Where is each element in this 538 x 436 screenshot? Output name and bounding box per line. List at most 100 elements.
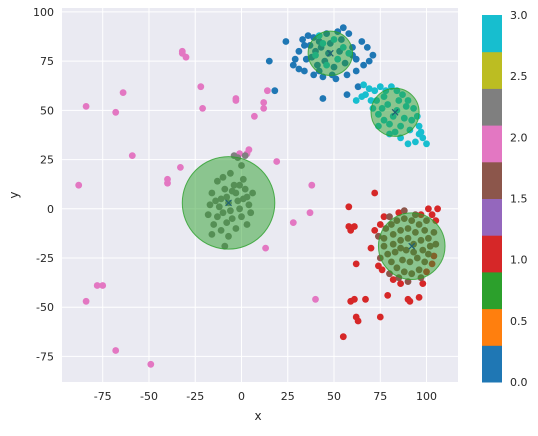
colorbar-segment: [482, 88, 502, 126]
data-point: [312, 295, 319, 303]
data-point: [404, 140, 412, 148]
data-point: [415, 294, 423, 301]
colorbar-segment: [482, 235, 502, 273]
data-point: [112, 108, 120, 116]
data-point: [301, 67, 308, 75]
data-point: [351, 223, 358, 230]
data-point: [265, 57, 273, 65]
data-point: [380, 213, 388, 221]
y-tick-label: 50: [40, 104, 54, 117]
data-point: [302, 55, 310, 63]
data-point: [93, 282, 101, 289]
data-point: [177, 164, 184, 171]
x-tick-labels: -75 -50 -25 0 25 50 75 100: [94, 390, 437, 403]
y-tick-label: 25: [40, 154, 54, 167]
data-point: [273, 158, 281, 165]
colorbar-segment: [482, 271, 502, 310]
data-point: [82, 103, 90, 110]
data-point: [119, 89, 127, 96]
data-point: [260, 105, 268, 112]
colorbar-tick-label: 2.0: [510, 131, 528, 144]
data-point: [164, 179, 171, 187]
data-point: [352, 55, 360, 63]
data-point: [232, 97, 240, 104]
data-point: [352, 97, 360, 104]
data-point: [343, 91, 351, 98]
data-point: [339, 24, 347, 32]
data-point: [199, 105, 207, 112]
data-point: [291, 55, 299, 63]
data-point: [99, 282, 107, 289]
x-tick-label: -50: [140, 390, 158, 403]
y-tick-label: 75: [40, 55, 54, 68]
data-point: [262, 244, 269, 252]
data-point: [389, 276, 397, 283]
data-point: [301, 42, 308, 49]
data-point: [289, 219, 297, 227]
y-tick-labels: -75 -50 -25 0 25 50 75 100: [33, 6, 54, 363]
x-tick-label: 25: [281, 390, 295, 403]
data-point: [289, 61, 297, 69]
data-point: [345, 203, 353, 211]
data-point: [295, 65, 303, 73]
x-tick-label: 0: [238, 390, 245, 403]
y-tick-label: 100: [33, 6, 54, 19]
data-point: [299, 36, 306, 43]
colorbar-tick-label: 2.5: [510, 70, 528, 83]
data-point: [75, 181, 83, 189]
y-tick-label: -50: [36, 301, 54, 314]
data-point: [400, 207, 408, 215]
colorbar-segment: [482, 51, 502, 89]
colorbar-tick-label: 0.0: [510, 376, 528, 389]
data-point: [358, 38, 366, 45]
colorbar-segment: [482, 161, 502, 199]
data-point: [128, 152, 136, 160]
data-point: [434, 205, 441, 213]
data-point: [371, 87, 379, 95]
data-point: [264, 87, 271, 95]
data-point: [365, 85, 373, 93]
x-tick-label: -75: [94, 390, 112, 403]
data-point: [419, 134, 427, 142]
colorbar-segment: [482, 198, 502, 236]
data-point: [362, 91, 369, 98]
y-tick-label: -75: [36, 350, 54, 363]
colorbar-tick-labels: 0.0 0.5 1.0 1.5 2.0 2.5 3.0: [510, 9, 528, 389]
data-point: [371, 189, 379, 197]
data-point: [310, 71, 318, 79]
colorbar-tick-label: 0.5: [510, 315, 528, 328]
x-tick-label: 50: [327, 390, 341, 403]
y-tick-label: 0: [47, 203, 54, 216]
data-point: [376, 221, 384, 228]
data-point: [271, 87, 279, 95]
data-point: [82, 297, 90, 305]
data-point: [260, 99, 268, 106]
data-point: [308, 181, 316, 189]
data-point: [182, 53, 190, 61]
data-point: [419, 280, 427, 287]
data-point: [371, 227, 379, 234]
data-point: [251, 112, 258, 120]
cluster-center-marker: [225, 199, 232, 207]
data-point: [423, 140, 430, 148]
data-point: [415, 122, 423, 130]
data-point: [367, 244, 375, 252]
data-point: [360, 81, 367, 89]
colorbar: [482, 15, 502, 383]
data-point: [369, 51, 377, 59]
cluster-center-marker: [326, 49, 334, 57]
data-point: [354, 317, 362, 325]
data-point: [354, 83, 362, 91]
data-point: [428, 211, 436, 219]
data-point: [197, 83, 205, 91]
data-point: [397, 280, 404, 287]
colorbar-tick-label: 1.0: [510, 254, 528, 267]
data-point: [306, 209, 314, 217]
data-point: [376, 83, 384, 91]
data-point: [319, 95, 327, 102]
data-point: [362, 295, 369, 303]
cluster-center-marker: [408, 242, 416, 250]
data-point: [339, 333, 347, 341]
